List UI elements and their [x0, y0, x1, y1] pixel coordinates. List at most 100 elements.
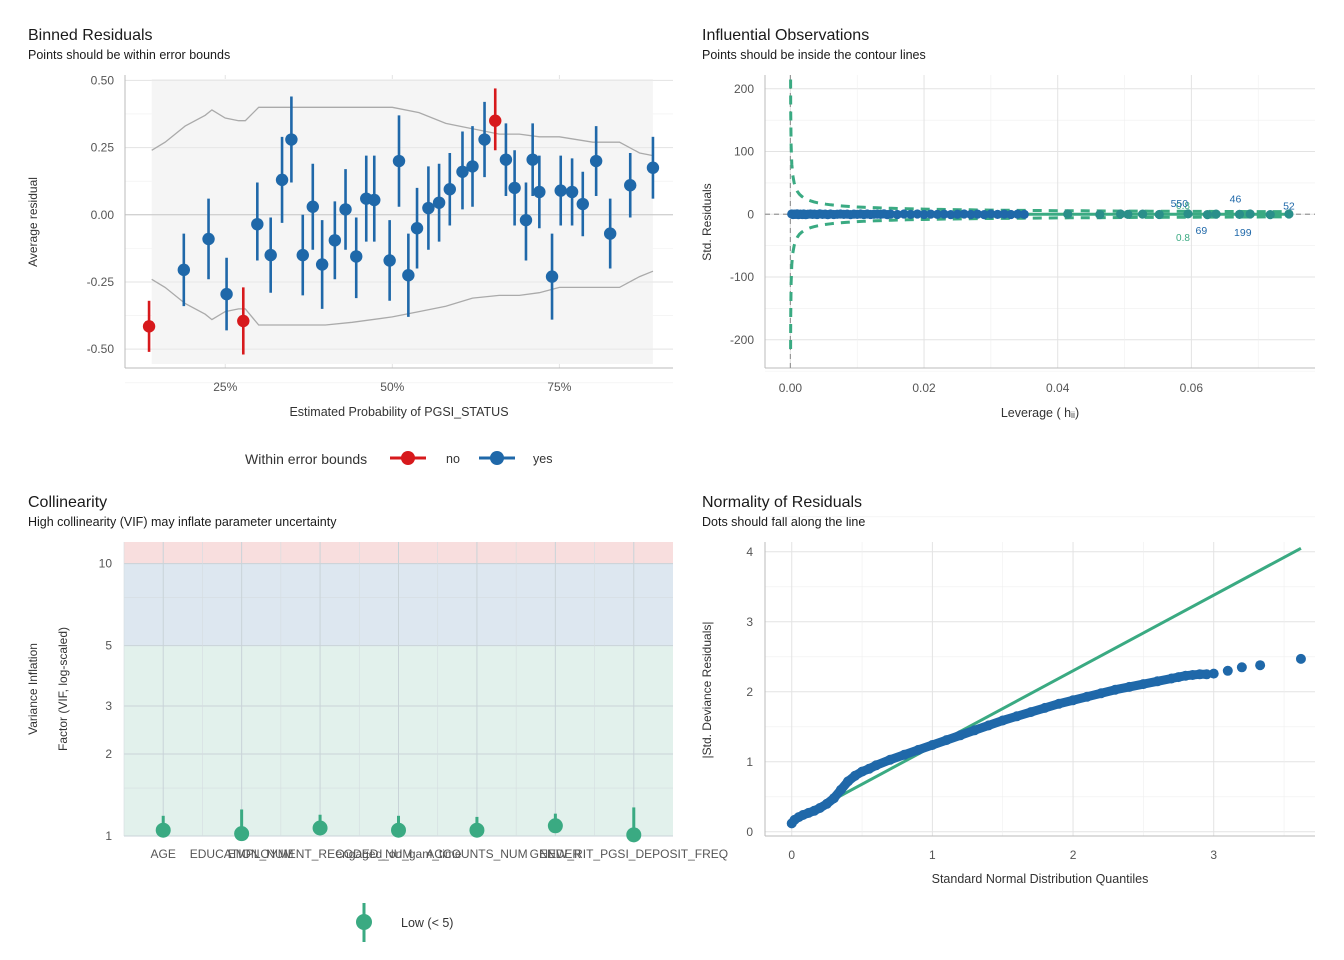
influential-point — [1013, 209, 1023, 219]
binned-point-yes — [410, 222, 424, 235]
binned-point-yes — [576, 197, 589, 211]
influential-point — [932, 209, 943, 220]
normality-x-tick-label: 1 — [929, 848, 936, 862]
influential-title: Influential Observations — [702, 27, 869, 44]
normality-point — [842, 776, 853, 787]
influential-x-tick-label: 0.06 — [1180, 381, 1204, 395]
influential-lower-contour — [789, 215, 1289, 350]
binned-point-yes — [565, 185, 579, 199]
collinearity-x-tick-label: EMPLOYMENT_RECODED_NUM — [228, 847, 413, 861]
binned-y-tick-label: 0.50 — [91, 73, 115, 87]
influential-point-label: 550 — [1171, 198, 1189, 210]
influential-point — [986, 209, 996, 219]
binned-subtitle: Points should be within error bounds — [28, 48, 230, 62]
binned-point-yes — [443, 183, 456, 196]
binned-point-yes — [368, 193, 381, 207]
normality-point — [1082, 691, 1093, 702]
collinearity-x-tick-label: GENDER — [530, 847, 582, 861]
binned-point-yes — [624, 179, 637, 192]
normality-point — [983, 720, 994, 731]
binned-point-yes — [519, 213, 533, 227]
influential-x-tick-label: 0.04 — [1046, 381, 1070, 395]
collinearity-y-tick-label: 2 — [105, 747, 112, 761]
binned-y-tick-label: 0.25 — [91, 141, 115, 155]
influential-point — [946, 209, 956, 220]
normality-x-tick-label: 2 — [1070, 848, 1077, 862]
normality-y-tick-label: 4 — [746, 545, 753, 559]
normality-point — [1096, 688, 1107, 699]
binned-point-yes — [177, 263, 191, 277]
normality-point — [1194, 669, 1205, 680]
influential-y-tick-label: -100 — [730, 270, 754, 284]
influential-x-tick-label: 0.00 — [779, 381, 803, 395]
binned-x-tick-label: 75% — [547, 380, 571, 394]
binned-point-yes — [603, 227, 617, 240]
binned-legend: Within error bounds no yes — [245, 451, 552, 467]
collinearity-y-tick-label: 3 — [105, 699, 112, 713]
influential-point — [919, 209, 929, 220]
collinearity-y-axis-label-line1: Variance Inflation — [26, 643, 40, 735]
binned-point-yes — [554, 184, 567, 197]
influential-point — [1115, 209, 1126, 219]
collinearity-y-tick-label: 1 — [105, 829, 112, 843]
binned-point-yes — [350, 250, 363, 263]
influential-point — [1234, 209, 1245, 220]
binned-point-yes — [220, 287, 233, 301]
normality-point — [871, 760, 882, 771]
binned-point-yes — [432, 196, 446, 209]
collinearity-title: Collinearity — [28, 494, 107, 511]
normality-point — [913, 744, 924, 755]
binned-y-tick-label: -0.50 — [87, 342, 115, 356]
influential-point — [1211, 209, 1221, 219]
binned-point-yes — [296, 248, 309, 262]
influential-contour-label: 0.8 — [1176, 233, 1190, 244]
normality-panel: Normality of Residuals Dots should fall … — [700, 494, 1315, 886]
vif-point — [234, 826, 250, 842]
collinearity-x-tick-label: AGE — [151, 847, 176, 861]
legend-yes-label: yes — [533, 452, 552, 466]
influential-point — [1183, 209, 1193, 219]
vif-point — [155, 822, 171, 838]
binned-x-tick-label: 25% — [213, 380, 237, 394]
binned-point-yes — [392, 154, 406, 168]
binned-x-tick-label: 50% — [380, 380, 404, 394]
influential-y-tick-label: 100 — [734, 145, 754, 159]
influential-point — [966, 209, 976, 220]
influential-point — [1137, 209, 1148, 219]
influential-y-tick-label: -200 — [730, 333, 754, 347]
collinearity-y-tick-label: 5 — [105, 639, 112, 653]
binned-lower-error-bound — [151, 270, 654, 326]
normality-point — [997, 715, 1008, 726]
normality-point — [1255, 660, 1266, 671]
binned-point-yes — [589, 154, 603, 168]
influential-point-label: 52 — [1283, 201, 1295, 213]
collinearity-plot-area: 10 5 3 2 1 AGE EDUCATION_NUMEMPLOYMENT_RECODED… — [99, 542, 728, 861]
binned-point-yes — [264, 248, 277, 262]
legend-no-swatch — [401, 451, 415, 465]
binned-y-tick-label: -0.25 — [87, 275, 115, 289]
normality-title: Normality of Residuals — [702, 494, 862, 511]
vif-point — [469, 822, 485, 838]
binned-plot-area: 0.50 0.25 0.00 -0.25 -0.50 25% 50% 75% — [87, 73, 673, 394]
normality-point — [969, 725, 980, 736]
collinearity-y-tick-label: 10 — [99, 557, 113, 571]
influential-point-label: 69 — [1196, 225, 1208, 237]
binned-point-yes — [383, 254, 396, 267]
normality-subtitle: Dots should fall along the line — [702, 515, 865, 529]
binned-y-tick-label: 0.00 — [91, 208, 115, 222]
normality-point — [828, 793, 839, 804]
normality-observed-curve — [787, 669, 1212, 828]
binned-legend-title: Within error bounds — [245, 451, 367, 467]
influential-x-tick-label: 0.02 — [912, 381, 936, 395]
influential-y-tick-label: 0 — [747, 207, 754, 221]
legend-low-swatch — [356, 914, 372, 930]
influential-point — [1006, 209, 1016, 220]
collinearity-legend: Low (< 5) — [356, 903, 453, 942]
legend-no-label: no — [446, 452, 460, 466]
binned-point-no — [489, 114, 502, 127]
collinearity-panel: Collinearity High collinearity (VIF) may… — [26, 494, 728, 942]
influential-point — [1154, 209, 1164, 220]
collinearity-subtitle: High collinearity (VIF) may inflate para… — [28, 515, 337, 529]
influential-point — [959, 209, 969, 219]
